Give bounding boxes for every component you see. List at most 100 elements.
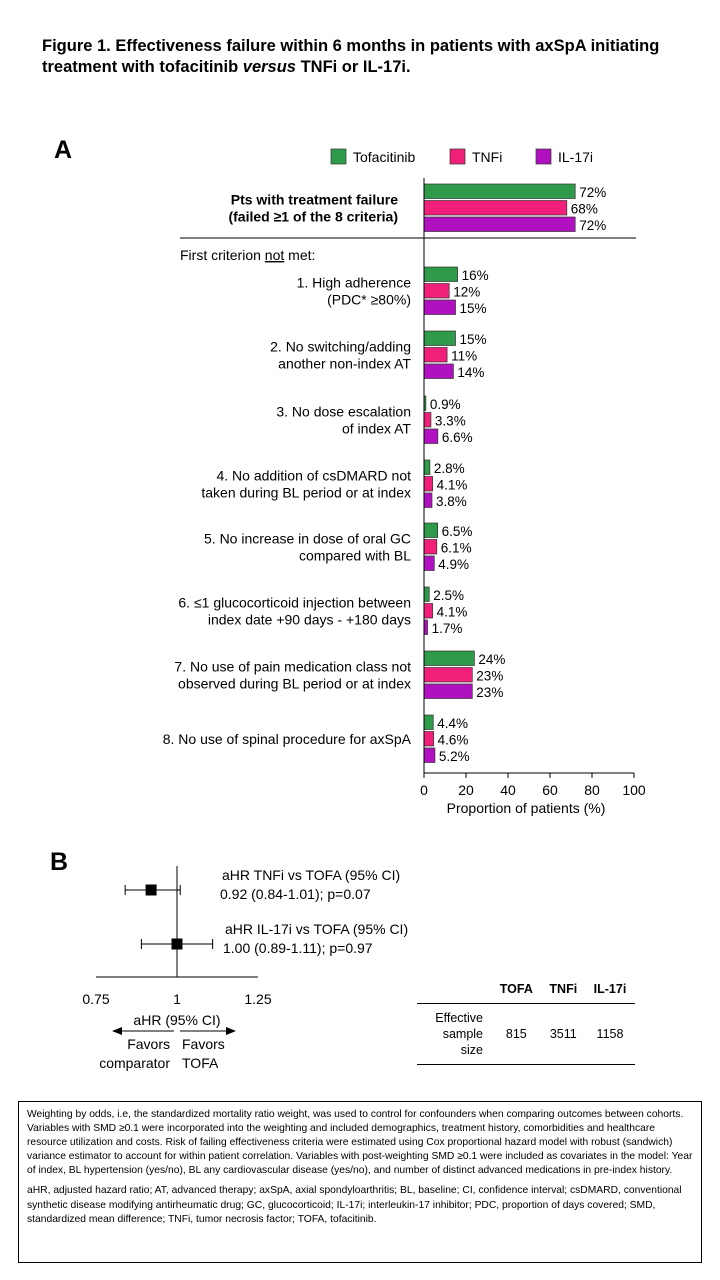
bar-value-label: 68% xyxy=(571,202,598,217)
bar-tofacitinib xyxy=(423,586,430,602)
forest-tick-label: 1 xyxy=(173,991,181,1007)
x-axis-title: Proportion of patients (%) xyxy=(447,800,606,816)
favors-comparator-label: Favors xyxy=(127,1036,170,1052)
x-tick-label: 20 xyxy=(458,782,474,798)
bar-value-label: 5.2% xyxy=(439,749,470,764)
legend-label-tofacitinib: Tofacitinib xyxy=(353,149,415,165)
bar-value-label: 14% xyxy=(457,365,484,380)
forest-row-1: aHR IL-17i vs TOFA (95% CI) 1.00 (0.89-1.… xyxy=(140,921,408,956)
panel-b-label: B xyxy=(50,848,69,876)
category-label: index date +90 days - +180 days xyxy=(208,611,411,627)
bar-tnfi xyxy=(423,347,448,363)
bar-value-label: 3.8% xyxy=(436,494,467,509)
bar-value-label: 4.1% xyxy=(437,605,468,620)
bar-tnfi xyxy=(423,476,433,492)
forest-tick-label: 0.75 xyxy=(82,991,109,1007)
category-label: Pts with treatment failure xyxy=(231,191,398,207)
bar-tofacitinib xyxy=(423,183,576,199)
forest-row-0: aHR TNFi vs TOFA (95% CI) 0.92 (0.84-1.01… xyxy=(124,867,400,902)
bar-group-1: 1. High adherence(PDC* ≥80%) 16% 12%15% xyxy=(297,266,489,316)
category-label: 6. ≤1 glucocorticoid injection between xyxy=(178,594,411,610)
bar-tofacitinib xyxy=(423,714,434,730)
bar-tnfi xyxy=(423,412,432,428)
x-tick-label: 0 xyxy=(420,782,428,798)
bar-tnfi xyxy=(423,603,433,619)
arrow-left-icon xyxy=(112,1027,122,1035)
x-tick-label: 60 xyxy=(542,782,558,798)
bar-value-label: 4.4% xyxy=(437,716,468,731)
x-tick-label: 80 xyxy=(584,782,600,798)
legend-label-tnfi: TNFi xyxy=(472,149,502,165)
bar-value-label: 24% xyxy=(478,652,505,667)
sample-size-row: Effective sample size 815 3511 1158 xyxy=(417,1003,635,1065)
x-tick-label: 100 xyxy=(622,782,646,798)
footnote-methods: Weighting by odds, i.e, the standardized… xyxy=(27,1109,693,1177)
figure-title-text-end: TNFi or IL-17i. xyxy=(295,58,411,76)
section-header: First criterion not met: xyxy=(180,247,315,263)
category-label: 5. No increase in dose of oral GC xyxy=(204,530,411,546)
forest-row-label: aHR IL-17i vs TOFA (95% CI) xyxy=(225,921,408,937)
bar-tnfi xyxy=(423,731,435,747)
table-header-tnfi: TNFi xyxy=(549,982,578,996)
figure-title: Figure 1. Effectiveness failure within 6… xyxy=(42,36,682,78)
table-header-il17i: IL-17i xyxy=(593,982,627,996)
bar-group-7: 7. No use of pain medication class notob… xyxy=(174,650,505,700)
panel-b-forest-plot: 0.75 1 1.25 aHR TNFi vs TOFA (95% CI) 0.92 (… xyxy=(82,866,408,1071)
category-label: another non-index AT xyxy=(278,355,411,371)
favors-tofa-label: TOFA xyxy=(182,1055,219,1071)
forest-row-label: aHR TNFi vs TOFA (95% CI) xyxy=(222,867,400,883)
forest-x-axis-title: aHR (95% CI) xyxy=(133,1012,220,1028)
bar-group-8: 8. No use of spinal procedure for axSpA 4… xyxy=(163,714,470,764)
bar-tnfi xyxy=(423,539,438,555)
bar-group-5: 5. No increase in dose of oral GCcompare… xyxy=(204,522,473,572)
legend: Tofacitinib TNFi IL-17i xyxy=(330,148,593,165)
sample-size-row-label: Effective sample size xyxy=(417,1003,491,1065)
bar-tnfi xyxy=(423,283,450,299)
panel-a-bar-chart: Tofacitinib TNFi IL-17i First criterion not… xyxy=(163,148,646,816)
bar-value-label: 15% xyxy=(460,332,487,347)
bar-il17i xyxy=(423,492,433,508)
bar-value-label: 4.1% xyxy=(437,478,468,493)
bar-il17i xyxy=(423,747,436,763)
footnote-abbreviations: aHR, adjusted hazard ratio; AT, advanced… xyxy=(27,1185,682,1225)
row-label-line2: sample size xyxy=(442,1027,483,1057)
bar-tofacitinib xyxy=(423,650,475,666)
bar-il17i xyxy=(423,216,576,232)
bar-tofacitinib xyxy=(423,459,431,475)
bar-value-label: 6.1% xyxy=(441,541,472,556)
sample-size-tofa: 815 xyxy=(491,1003,542,1065)
sample-size-tnfi: 3511 xyxy=(541,1003,585,1065)
table-header-tofa: TOFA xyxy=(499,982,533,996)
point-estimate xyxy=(171,938,183,950)
favors-comparator-label: comparator xyxy=(99,1055,170,1071)
bar-value-label: 6.6% xyxy=(442,430,473,445)
category-label: 8. No use of spinal procedure for axSpA xyxy=(163,731,412,747)
category-label: compared with BL xyxy=(299,547,411,563)
bar-il17i xyxy=(423,363,454,379)
bar-value-label: 2.8% xyxy=(434,461,465,476)
legend-label-il17i: IL-17i xyxy=(558,149,593,165)
bar-value-label: 16% xyxy=(462,268,489,283)
legend-swatch-tofacitinib xyxy=(330,148,347,165)
sample-size-header-row: TOFA TNFi IL-17i xyxy=(417,978,635,1004)
bar-il17i xyxy=(423,299,456,315)
bar-value-label: 15% xyxy=(460,301,487,316)
sample-size-il17i: 1158 xyxy=(584,1003,635,1065)
panel-a-label: A xyxy=(54,136,73,164)
arrow-right-icon xyxy=(226,1027,236,1035)
bar-value-label: 23% xyxy=(476,685,503,700)
row-label-line1: Effective xyxy=(435,1011,483,1025)
figure-title-italic: versus xyxy=(242,58,296,76)
bar-value-label: 12% xyxy=(453,285,480,300)
bar-value-label: 4.6% xyxy=(438,733,469,748)
bar-value-label: 6.5% xyxy=(442,524,473,539)
forest-row-value: 1.00 (0.89-1.11); p=0.97 xyxy=(223,940,373,956)
category-label: 7. No use of pain medication class not xyxy=(174,658,411,674)
bar-value-label: 11% xyxy=(451,349,477,364)
category-label: taken during BL period or at index xyxy=(201,484,411,500)
bar-il17i xyxy=(423,428,439,444)
category-label: 3. No dose escalation xyxy=(276,403,411,419)
